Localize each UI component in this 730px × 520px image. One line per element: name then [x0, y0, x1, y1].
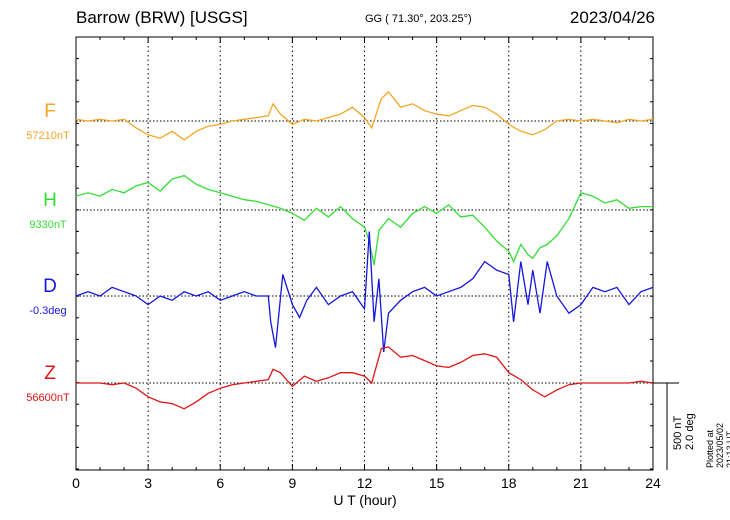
x-tick-label: 15	[429, 475, 445, 491]
station-title: Barrow (BRW) [USGS]	[76, 8, 248, 27]
series-line-H	[75, 174, 653, 266]
scale-deg-label: 2.0 deg	[684, 413, 696, 450]
x-tick-label: 0	[72, 475, 80, 491]
baseline-value-H: 9330nT	[29, 219, 67, 231]
baseline-value-Z: 56600nT	[26, 392, 70, 404]
x-tick-label: 3	[144, 475, 152, 491]
x-tick-label: 18	[501, 475, 517, 491]
baseline-value-F: 57210nT	[26, 130, 70, 142]
baseline-value-D: -0.3deg	[29, 305, 66, 317]
series-line-Z	[76, 346, 654, 410]
component-label-Z: Z	[44, 363, 56, 384]
series-line-D	[75, 231, 654, 352]
x-tick-label: 21	[573, 475, 589, 491]
scale-bar-label: 500 nT 2.0 deg	[672, 413, 696, 450]
x-axis-label: U T (hour)	[333, 492, 397, 508]
component-label-F: F	[44, 101, 56, 122]
component-label-D: D	[43, 276, 57, 297]
x-tick-label: 9	[288, 475, 296, 491]
x-tick-label: 6	[216, 475, 224, 491]
x-tick-label: 12	[357, 475, 373, 491]
component-label-H: H	[43, 190, 57, 211]
station-coordinates: GG ( 71.30°, 203.25°)	[365, 13, 472, 25]
plotted-timestamp: Plotted at 2023/05/02 21:13 UT	[705, 422, 730, 468]
x-tick-label: 24	[645, 475, 661, 491]
scale-nt-label: 500 nT	[672, 415, 684, 450]
plot-date: 2023/04/26	[569, 8, 655, 27]
series-line-F	[75, 90, 654, 141]
